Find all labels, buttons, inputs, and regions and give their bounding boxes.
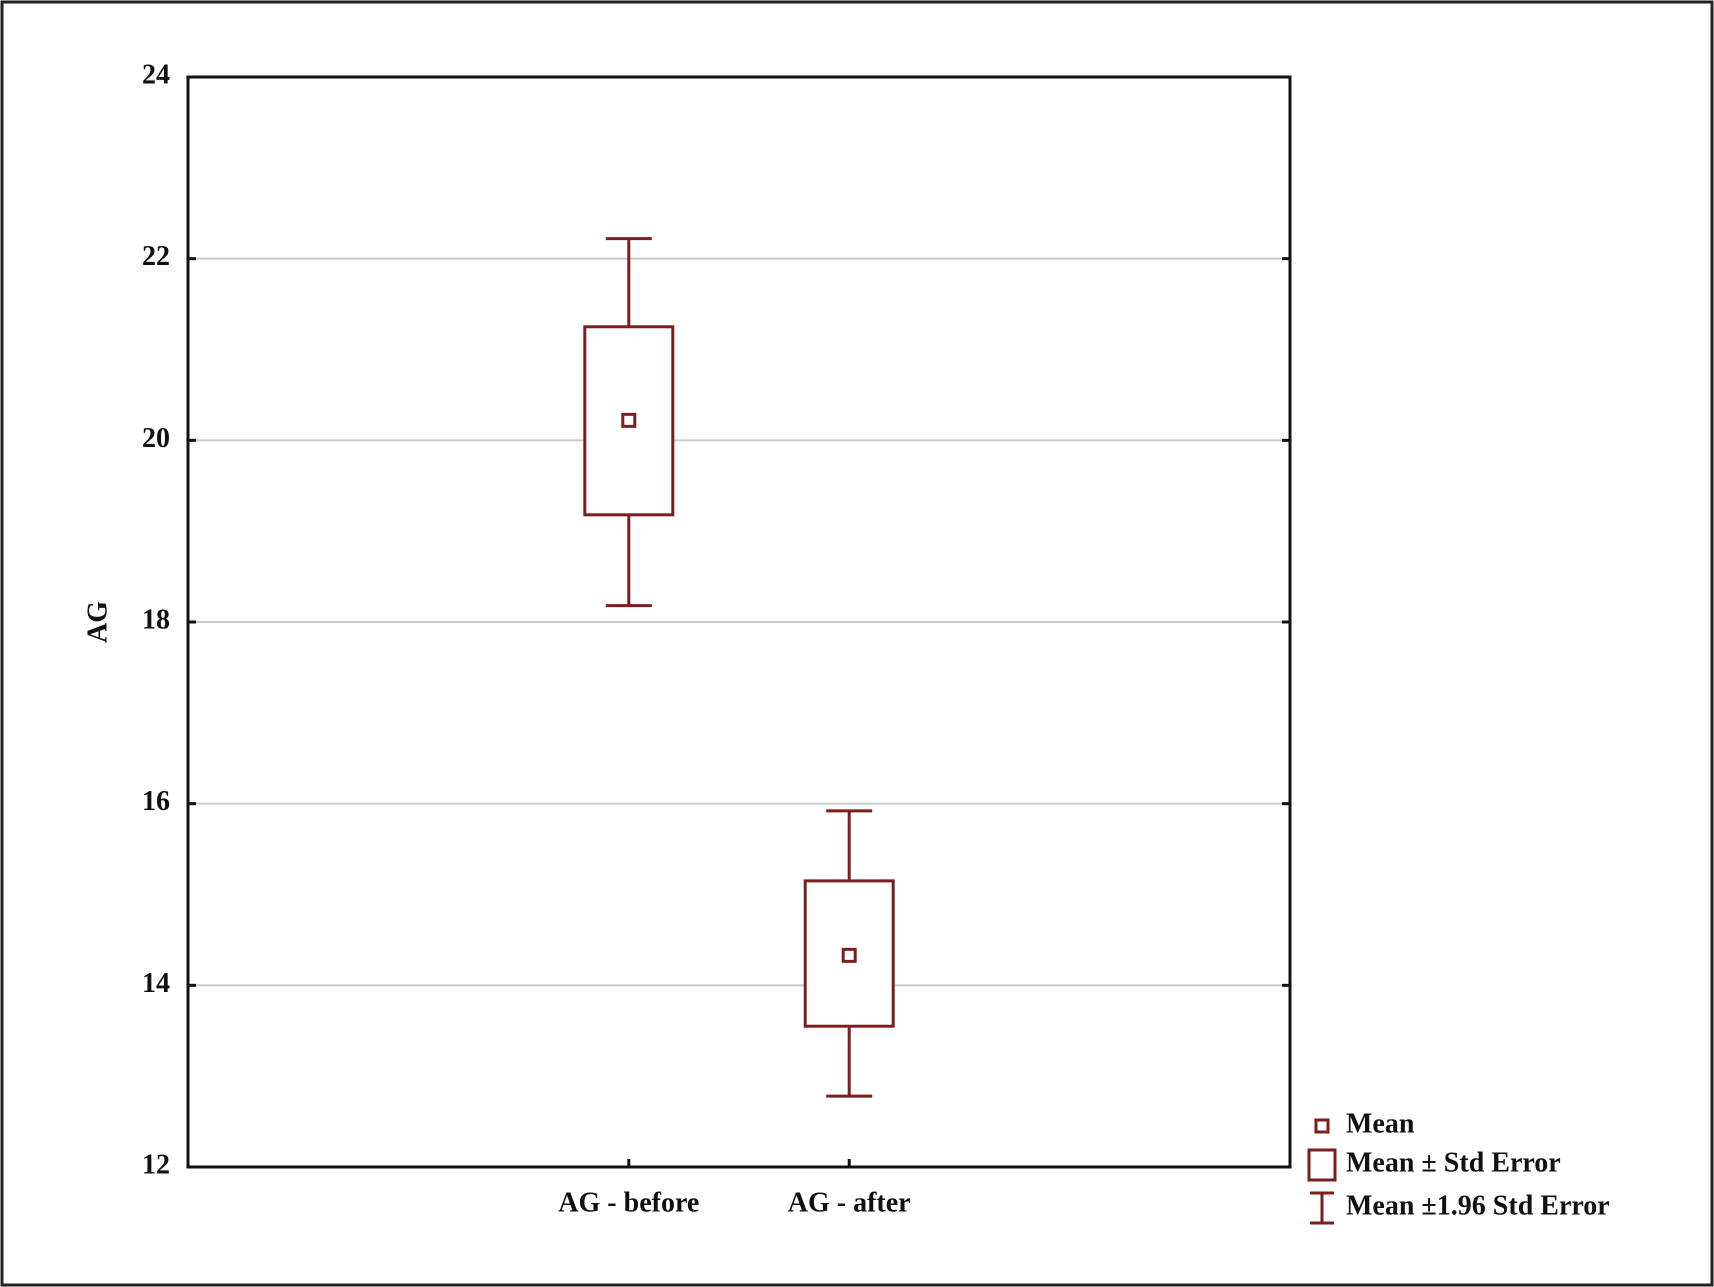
- legend-label: Mean ± Std Error: [1346, 1147, 1561, 1178]
- x-tick-label: AG - after: [788, 1187, 911, 1218]
- mean-marker: [841, 947, 857, 963]
- y-axis-label: AG: [82, 601, 113, 643]
- x-tick-label: AG - before: [558, 1187, 699, 1218]
- y-tick-label: 20: [142, 423, 170, 454]
- legend-label: Mean ±1.96 Std Error: [1346, 1190, 1610, 1221]
- y-tick-label: 14: [142, 968, 170, 999]
- mean-marker: [621, 412, 637, 428]
- y-tick-label: 24: [142, 59, 170, 90]
- legend-label: Mean: [1346, 1108, 1415, 1139]
- legend-mean-icon: [1314, 1118, 1330, 1134]
- legend-se-icon: [1307, 1148, 1337, 1182]
- y-tick-label: 16: [142, 786, 170, 817]
- y-tick-label: 22: [142, 241, 170, 272]
- plot-frame: [186, 75, 1292, 1169]
- y-tick-label: 18: [142, 604, 170, 635]
- y-tick-label: 12: [142, 1149, 170, 1180]
